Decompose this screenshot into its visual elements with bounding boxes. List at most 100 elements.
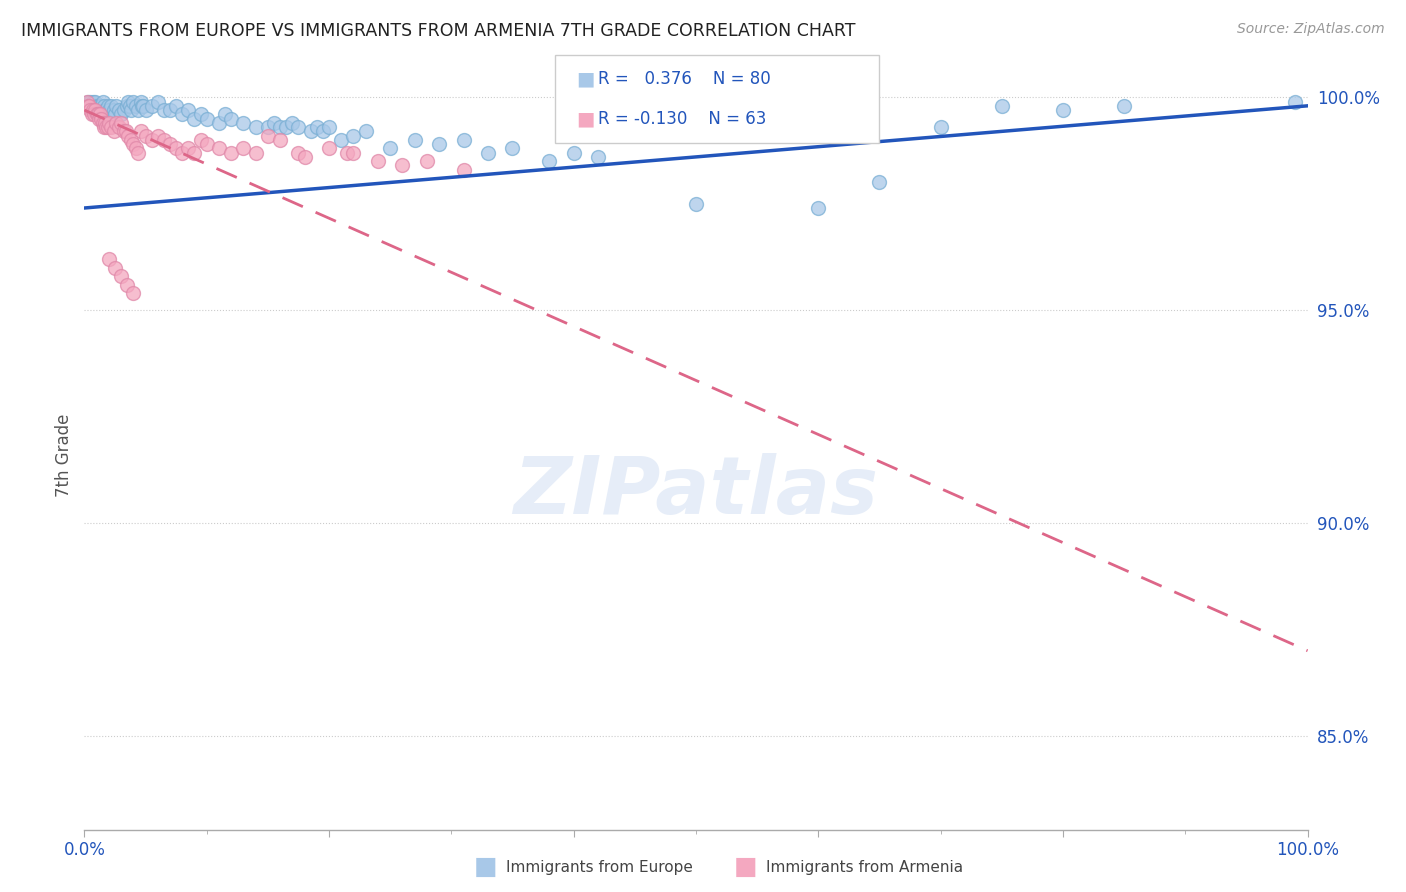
- Point: [94, 116, 117, 130]
- Point: [120, 103, 142, 117]
- Point: [427, 137, 450, 152]
- Point: [96, 107, 118, 121]
- Point: [77, 99, 100, 113]
- Point: [79, 103, 101, 117]
- Point: [257, 128, 280, 143]
- Point: [141, 133, 163, 147]
- Point: [91, 116, 114, 130]
- Point: [100, 120, 122, 134]
- Point: [172, 145, 194, 160]
- Point: [94, 103, 117, 117]
- Point: [127, 145, 149, 160]
- Point: [97, 120, 120, 134]
- Point: [90, 99, 112, 113]
- Point: [129, 95, 152, 109]
- Y-axis label: 7th Grade: 7th Grade: [55, 413, 73, 497]
- Point: [453, 162, 475, 177]
- Point: [110, 107, 132, 121]
- Point: [1052, 103, 1074, 117]
- Point: [117, 95, 139, 109]
- Point: [190, 133, 212, 147]
- Point: [84, 103, 107, 117]
- Point: [105, 99, 128, 113]
- Point: [1284, 95, 1306, 109]
- Point: [159, 103, 181, 117]
- Point: [245, 145, 267, 160]
- Point: [538, 154, 561, 169]
- Point: [105, 116, 128, 130]
- Point: [232, 141, 254, 155]
- Point: [305, 120, 328, 134]
- Point: [190, 107, 212, 121]
- Point: [120, 133, 142, 147]
- Point: [685, 196, 707, 211]
- Point: [112, 124, 135, 138]
- Point: [82, 103, 104, 117]
- Point: [96, 120, 118, 134]
- Point: [79, 95, 101, 109]
- Point: [586, 150, 609, 164]
- Text: Immigrants from Europe: Immigrants from Europe: [506, 860, 693, 874]
- Point: [318, 120, 340, 134]
- Point: [195, 112, 218, 126]
- Point: [82, 95, 104, 109]
- Point: [146, 128, 169, 143]
- Point: [122, 137, 145, 152]
- Point: [380, 141, 402, 155]
- Point: [115, 124, 138, 138]
- Text: R =   0.376    N = 80: R = 0.376 N = 80: [598, 70, 770, 88]
- Point: [112, 103, 135, 117]
- Point: [90, 112, 112, 126]
- Point: [86, 99, 108, 113]
- Point: [232, 116, 254, 130]
- Point: [86, 107, 108, 121]
- Point: [336, 145, 359, 160]
- Text: ■: ■: [576, 70, 595, 89]
- Point: [118, 99, 141, 113]
- Point: [929, 120, 952, 134]
- Point: [172, 107, 194, 121]
- Point: [165, 99, 187, 113]
- Point: [453, 133, 475, 147]
- Point: [318, 141, 340, 155]
- Point: [330, 133, 353, 147]
- Text: ■: ■: [474, 855, 496, 879]
- Point: [93, 99, 115, 113]
- Point: [214, 107, 236, 121]
- Point: [125, 99, 148, 113]
- Point: [562, 145, 585, 160]
- Point: [76, 95, 98, 109]
- Point: [477, 145, 499, 160]
- Point: [342, 145, 364, 160]
- Point: [135, 103, 157, 117]
- Point: [110, 116, 132, 130]
- Point: [87, 107, 110, 121]
- Point: [122, 286, 145, 301]
- Point: [287, 145, 309, 160]
- Point: [110, 269, 132, 284]
- Point: [391, 158, 413, 172]
- Point: [287, 120, 309, 134]
- Point: [807, 201, 830, 215]
- Point: [117, 128, 139, 143]
- Point: [127, 103, 149, 117]
- Point: [80, 99, 103, 113]
- Point: [991, 99, 1014, 113]
- Text: ■: ■: [576, 109, 595, 128]
- Point: [80, 107, 103, 121]
- Point: [299, 124, 322, 138]
- Point: [281, 116, 304, 130]
- Point: [89, 107, 111, 121]
- Point: [502, 141, 524, 155]
- Point: [354, 124, 377, 138]
- Point: [183, 145, 205, 160]
- Point: [103, 103, 125, 117]
- Point: [100, 99, 122, 113]
- Point: [146, 95, 169, 109]
- Point: [263, 116, 285, 130]
- Text: R = -0.130    N = 63: R = -0.130 N = 63: [598, 110, 766, 128]
- Point: [219, 112, 242, 126]
- Point: [103, 124, 125, 138]
- Point: [208, 116, 231, 130]
- Text: Immigrants from Armenia: Immigrants from Armenia: [766, 860, 963, 874]
